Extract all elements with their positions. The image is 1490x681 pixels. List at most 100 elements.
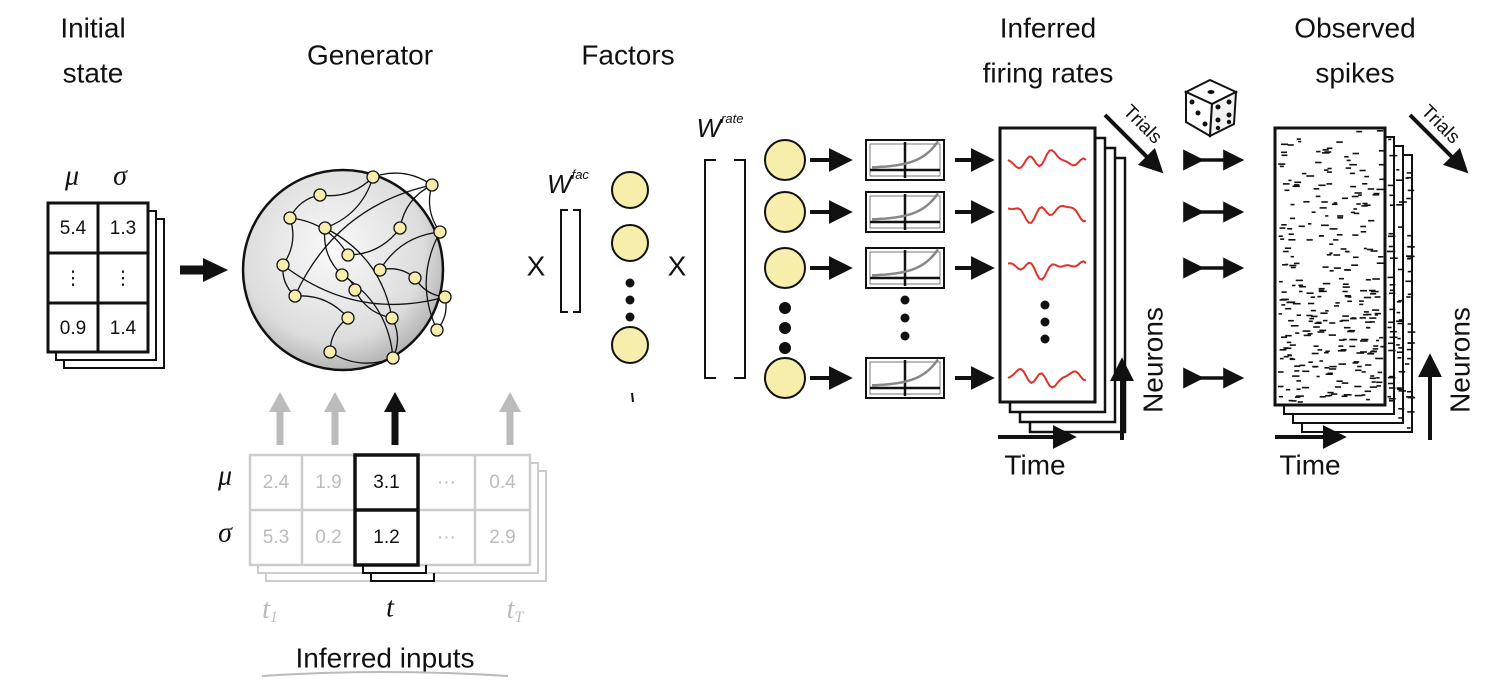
- ellipsis-dot: [1041, 335, 1050, 344]
- ellipsis-dot: [779, 302, 791, 314]
- spikes-title: spikes: [1315, 57, 1394, 88]
- dot: [1216, 126, 1220, 130]
- time-label: tT: [507, 594, 525, 625]
- input-arrowhead: [384, 392, 406, 412]
- row-label: σ: [218, 517, 233, 548]
- unit: [426, 179, 438, 191]
- rate-chain: [765, 140, 990, 398]
- unit: [314, 189, 326, 201]
- ellipsis-dot: [626, 313, 635, 322]
- weight-superscript: rate: [721, 111, 743, 126]
- unit: [434, 226, 446, 238]
- table-cell: 0.9: [60, 318, 86, 339]
- inferred-inputs-table: 2.4 1.9 3.1 ··· 0.4 5.3 0.2 1.2 ··· 2.9: [250, 455, 546, 581]
- ellipsis-dot: [901, 296, 910, 305]
- table-cell: 0.4: [489, 472, 516, 493]
- table-cell: ···: [437, 527, 456, 548]
- dot: [1227, 113, 1232, 118]
- tick: [632, 393, 633, 402]
- table-cell: 1.9: [315, 472, 341, 493]
- arrowhead: [203, 258, 228, 282]
- inputs-title: Inferred inputs: [296, 642, 475, 673]
- trials-label: Trials: [1417, 101, 1464, 148]
- unit: [409, 272, 421, 284]
- ellipsis-dot: [1041, 318, 1050, 327]
- time-label: Time: [1004, 449, 1065, 480]
- table-cell: 5.3: [263, 527, 289, 548]
- input-arrowhead: [324, 392, 346, 412]
- table-cell: ···: [437, 472, 456, 493]
- table-cell: 3.1: [373, 472, 399, 493]
- unit: [289, 290, 301, 302]
- time-subscript: 1: [270, 609, 278, 626]
- trial-layer: [1275, 128, 1385, 405]
- diagram: Initial state Generator Factors Inferred…: [0, 0, 1490, 681]
- factors-title: Factors: [581, 39, 674, 70]
- input-arrows: [269, 392, 521, 445]
- dot: [1196, 111, 1201, 116]
- unit: [342, 249, 354, 261]
- unit: [284, 212, 296, 224]
- row-label: μ: [217, 460, 232, 491]
- input-arrowhead: [269, 392, 291, 412]
- rate-unit: [765, 192, 805, 232]
- unit: [349, 284, 361, 296]
- firing-rate-stack: [1000, 128, 1125, 432]
- generator-title: Generator: [307, 39, 433, 70]
- unit: [439, 291, 451, 303]
- unit: [367, 171, 379, 183]
- spikes-title: Observed: [1294, 12, 1415, 43]
- spike-stack: [1275, 128, 1415, 432]
- unit: [277, 259, 289, 271]
- unit: [374, 264, 386, 276]
- table-cell: ⋮: [64, 268, 83, 289]
- unit: [324, 346, 336, 358]
- table-cell: 1.4: [110, 318, 137, 339]
- table-cell: 1.2: [373, 527, 399, 548]
- table-cell: 2.4: [263, 472, 290, 493]
- dot: [1203, 122, 1208, 127]
- unit: [394, 222, 406, 234]
- ellipsis-dot: [626, 296, 635, 305]
- table-cell: ⋮: [114, 268, 133, 289]
- operator: X: [527, 250, 546, 281]
- page: Generator diagram html, body { margin: 0…: [0, 0, 1490, 681]
- ellipsis-dot: [901, 314, 910, 323]
- table-cell: 0.2: [315, 527, 341, 548]
- unit: [431, 324, 443, 336]
- neurons-label: Neurons: [1444, 307, 1475, 413]
- dot: [1227, 120, 1231, 124]
- rates-title: Inferred: [1000, 12, 1097, 43]
- ellipsis-dot: [901, 332, 910, 341]
- dot: [1227, 100, 1232, 105]
- dice-icon: [1186, 80, 1236, 136]
- table-cell: 5.4: [60, 218, 87, 239]
- table-cell: 2.9: [489, 527, 515, 548]
- neurons-label: Neurons: [1137, 307, 1168, 413]
- matrix-bracket: [705, 160, 745, 378]
- weight-label: Wfac: [547, 167, 589, 198]
- initial-state-title: Initial: [60, 12, 125, 43]
- column-header: σ: [113, 160, 128, 191]
- rates-title: firing rates: [983, 57, 1114, 88]
- dot: [1216, 118, 1221, 123]
- weight-superscript: fac: [572, 167, 590, 182]
- dot: [1190, 100, 1195, 105]
- column-header: μ: [64, 160, 79, 191]
- time-label: t1: [262, 594, 278, 625]
- ellipsis-dot: [626, 279, 635, 288]
- weight-label: Wrate: [697, 111, 744, 142]
- unit: [319, 222, 331, 234]
- weight-symbol: W: [547, 169, 574, 199]
- operator: X: [668, 250, 687, 281]
- comparison-arrows: [1200, 160, 1240, 378]
- rate-unit: [765, 140, 805, 180]
- unit: [387, 352, 399, 364]
- dot: [1208, 90, 1215, 94]
- unit: [336, 269, 348, 281]
- rate-unit: [765, 248, 805, 288]
- initial-state-title: state: [63, 57, 124, 88]
- page-body: { "initial_state": { "title": ["Initial"…: [0, 0, 1490, 681]
- ellipsis-dot: [779, 322, 791, 334]
